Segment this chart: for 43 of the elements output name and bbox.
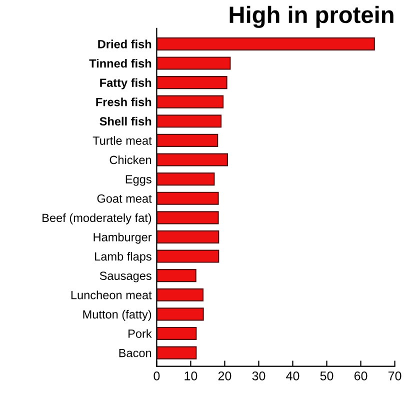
bar	[156, 211, 219, 224]
bar	[156, 37, 375, 50]
y-tick-label: Luncheon meat	[71, 290, 152, 300]
y-tick-label: Beef (moderately fat)	[42, 213, 152, 224]
x-tick-label: 0	[154, 371, 160, 380]
y-tick-label: Fatty fish	[100, 78, 152, 90]
y-tick-label: Tinned fish	[89, 58, 152, 68]
y-tick-label: Fresh fish	[96, 98, 152, 106]
bar	[156, 250, 220, 263]
y-tick-label: Pork	[128, 329, 152, 338]
x-tick-label: 10	[184, 371, 198, 380]
bar	[156, 346, 197, 360]
y-tick-label: Goat meat	[97, 194, 152, 203]
y-tick-label: Hamburger	[94, 232, 152, 244]
x-tick-label: 60	[354, 371, 368, 380]
y-tick-label: Mutton (fatty)	[83, 310, 152, 321]
x-tick-label: 20	[218, 371, 232, 380]
x-tick-label: 30	[252, 371, 266, 380]
y-tick-label: Lamb flaps	[95, 252, 152, 263]
bar	[156, 56, 231, 70]
y-tick-label: Sausages	[100, 272, 152, 282]
bar	[156, 95, 224, 108]
y-tick-label: Dried fish	[98, 40, 152, 48]
y-tick-label: Turtle meat	[92, 136, 152, 145]
x-tick-label: 70	[388, 371, 402, 380]
bar	[156, 134, 218, 147]
y-tick-label: Shell fish	[100, 116, 152, 126]
bar	[156, 308, 204, 321]
bar	[156, 153, 228, 166]
bar	[156, 326, 197, 340]
y-tick-label: Bacon	[119, 348, 152, 358]
y-tick-label: Eggs	[126, 175, 152, 186]
bar	[156, 172, 215, 186]
bar	[156, 269, 196, 282]
bar	[156, 76, 228, 90]
x-tick-label: 50	[320, 371, 334, 380]
bar	[156, 288, 204, 302]
bar	[156, 230, 220, 244]
chart-title: High in protein	[230, 6, 394, 28]
bar	[156, 114, 222, 128]
bar	[156, 192, 219, 205]
x-tick-label: 40	[286, 371, 300, 380]
y-tick-label: Chicken	[110, 155, 152, 164]
